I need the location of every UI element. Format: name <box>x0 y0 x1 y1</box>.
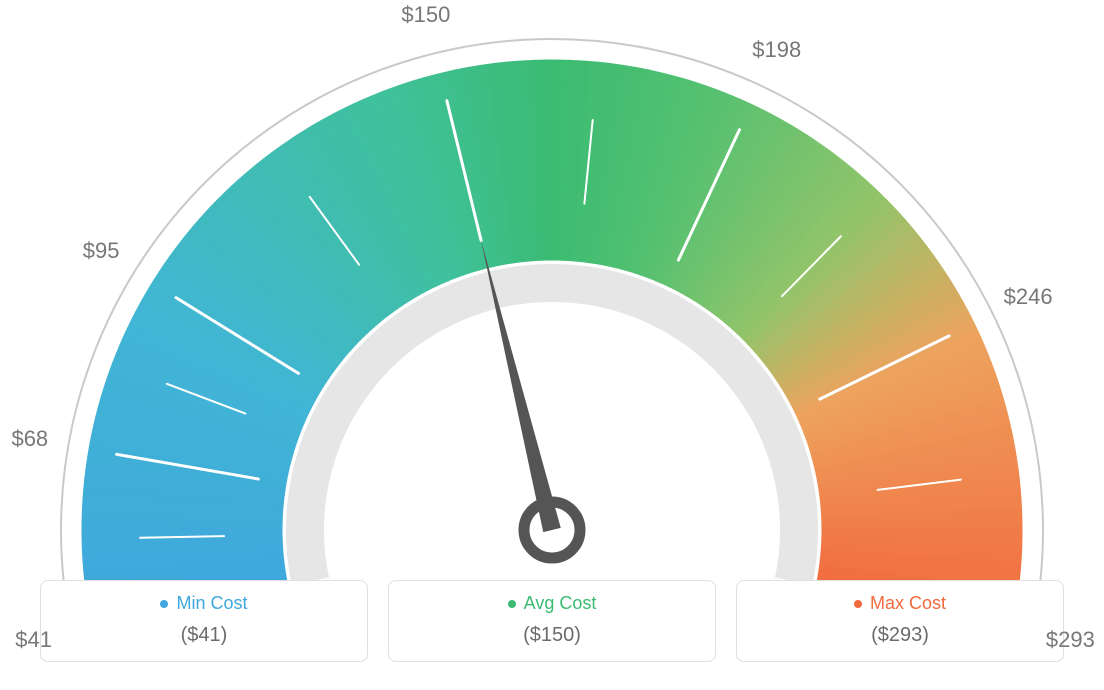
legend-label-avg: Avg Cost <box>524 593 597 614</box>
legend-label-row: Avg Cost <box>405 593 699 614</box>
gauge-tick-label: $41 <box>15 627 52 653</box>
legend-box-max: Max Cost ($293) <box>736 580 1064 662</box>
legend-price-max: ($293) <box>753 624 1047 647</box>
legend-box-min: Min Cost ($41) <box>40 580 368 662</box>
legend-price-avg: ($150) <box>405 624 699 647</box>
gauge-tick-label: $246 <box>1004 284 1053 310</box>
legend-label-row: Min Cost <box>57 593 351 614</box>
gauge-tick-label: $150 <box>401 2 450 28</box>
legend-label-min: Min Cost <box>176 593 247 614</box>
gauge-tick-label: $95 <box>83 238 120 264</box>
legend-box-avg: Avg Cost ($150) <box>388 580 716 662</box>
dot-min <box>160 600 168 608</box>
gauge-svg <box>0 0 1104 580</box>
legend-price-min: ($41) <box>57 624 351 647</box>
gauge-tick-label: $68 <box>11 426 48 452</box>
dot-max <box>854 600 862 608</box>
gauge-tick-label: $293 <box>1046 627 1095 653</box>
legend-label-row: Max Cost <box>753 593 1047 614</box>
cost-gauge-widget: $41 $68 $95 $150 $198 $246 $293 Min Cost ($41)… <box>0 0 1104 690</box>
dot-avg <box>508 600 516 608</box>
gauge-chart: $41$68$95$150$198$246$293 <box>0 0 1104 580</box>
legend-label-max: Max Cost <box>870 593 946 614</box>
gauge-tick-label: $198 <box>752 37 801 63</box>
legend-row: Min Cost ($41) Avg Cost ($150) Max Cost … <box>0 580 1104 662</box>
